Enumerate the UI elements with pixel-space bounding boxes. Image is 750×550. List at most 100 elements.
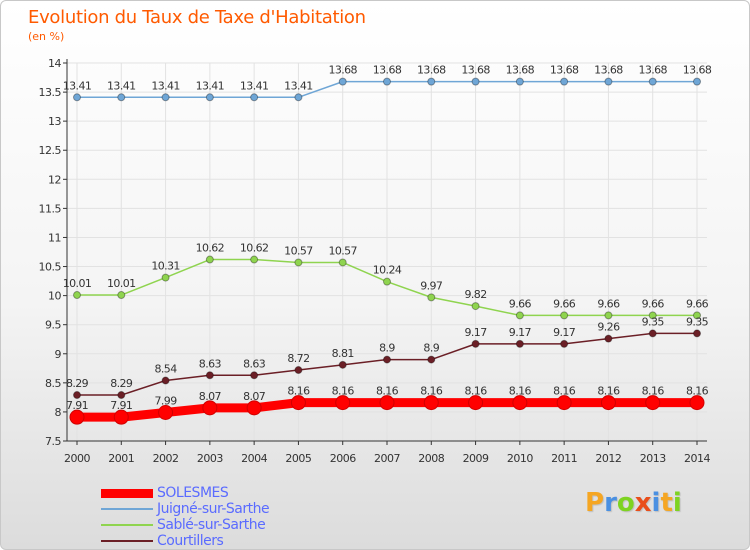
data-label-solesmes: 8.16 bbox=[509, 385, 532, 398]
data-label-courtillers: 8.81 bbox=[332, 347, 354, 360]
data-label-sable-sur-sarthe: 9.66 bbox=[553, 297, 576, 310]
data-label-solesmes: 8.16 bbox=[686, 385, 709, 398]
data-label-sable-sur-sarthe: 10.57 bbox=[284, 244, 313, 257]
data-label-solesmes: 8.07 bbox=[243, 390, 266, 403]
data-point-juigne-sur-sarthe bbox=[250, 93, 259, 102]
logo-letter: x bbox=[634, 488, 652, 518]
data-point-solesmes bbox=[379, 395, 395, 411]
y-tick-label: 14 bbox=[48, 57, 61, 70]
data-point-juigne-sur-sarthe bbox=[427, 77, 436, 86]
data-label-sable-sur-sarthe: 9.82 bbox=[465, 288, 487, 301]
data-label-juigne-sur-sarthe: 13.68 bbox=[417, 64, 446, 77]
data-label-courtillers: 9.26 bbox=[597, 321, 620, 334]
data-label-courtillers: 8.63 bbox=[243, 357, 266, 370]
data-label-juigne-sur-sarthe: 13.41 bbox=[196, 79, 225, 92]
data-label-courtillers: 9.35 bbox=[642, 315, 665, 328]
x-tick-label: 2007 bbox=[374, 452, 400, 465]
data-point-juigne-sur-sarthe bbox=[73, 93, 81, 102]
data-label-sable-sur-sarthe: 10.62 bbox=[196, 242, 225, 255]
data-point-courtillers bbox=[250, 371, 259, 380]
data-label-juigne-sur-sarthe: 13.68 bbox=[461, 64, 490, 77]
data-label-juigne-sur-sarthe: 13.41 bbox=[284, 79, 313, 92]
data-label-solesmes: 8.16 bbox=[332, 385, 355, 398]
data-label-courtillers: 9.35 bbox=[686, 315, 709, 328]
x-tick-label: 2009 bbox=[463, 452, 489, 465]
proxiti-logo: Proxiti bbox=[585, 488, 682, 518]
data-point-courtillers bbox=[383, 355, 391, 364]
legend-swatch bbox=[101, 488, 153, 498]
data-point-sable-sur-sarthe bbox=[604, 311, 613, 320]
data-point-juigne-sur-sarthe bbox=[161, 93, 170, 102]
data-label-solesmes: 7.91 bbox=[110, 399, 132, 412]
data-label-solesmes: 8.16 bbox=[376, 385, 399, 398]
data-point-juigne-sur-sarthe bbox=[338, 77, 347, 86]
data-point-sable-sur-sarthe bbox=[117, 291, 126, 300]
data-label-juigne-sur-sarthe: 13.68 bbox=[594, 64, 623, 77]
data-label-courtillers: 8.9 bbox=[423, 342, 439, 355]
data-label-solesmes: 8.16 bbox=[465, 385, 488, 398]
logo-letter: i bbox=[672, 488, 682, 518]
data-point-sable-sur-sarthe bbox=[515, 311, 524, 320]
data-point-solesmes bbox=[423, 395, 439, 411]
chart-legend: SOLESMES Juigné-sur-Sarthe Sablé-sur-Sarth… bbox=[101, 485, 270, 549]
legend-label: Juigné-sur-Sarthe bbox=[157, 501, 270, 517]
y-tick-label: 11.5 bbox=[39, 202, 62, 215]
data-point-courtillers bbox=[427, 355, 436, 364]
data-label-sable-sur-sarthe: 10.62 bbox=[240, 242, 269, 255]
data-label-sable-sur-sarthe: 9.66 bbox=[686, 297, 709, 310]
data-point-juigne-sur-sarthe bbox=[205, 93, 214, 102]
legend-item-sable-sur-sarthe: Sablé-sur-Sarthe bbox=[101, 517, 269, 533]
y-tick-label: 12.5 bbox=[39, 144, 62, 157]
data-point-sable-sur-sarthe bbox=[471, 302, 480, 311]
data-label-juigne-sur-sarthe: 13.68 bbox=[328, 64, 357, 77]
y-tick-label: 12 bbox=[48, 173, 61, 186]
legend-item-juigne-sur-sarthe: Juigné-sur-Sarthe bbox=[101, 501, 270, 517]
data-point-solesmes bbox=[69, 409, 85, 425]
data-point-juigne-sur-sarthe bbox=[383, 77, 391, 86]
data-point-courtillers bbox=[560, 339, 569, 348]
data-label-sable-sur-sarthe: 10.57 bbox=[328, 244, 357, 257]
y-tick-label: 9 bbox=[55, 348, 62, 361]
data-label-juigne-sur-sarthe: 13.68 bbox=[506, 64, 535, 77]
legend-swatch bbox=[101, 524, 153, 526]
data-point-courtillers bbox=[294, 366, 303, 375]
legend-label: SOLESMES bbox=[157, 485, 229, 501]
x-tick-label: 2014 bbox=[684, 452, 710, 465]
data-label-courtillers: 8.72 bbox=[287, 352, 309, 365]
data-point-solesmes bbox=[512, 395, 528, 411]
y-tick-label: 8.5 bbox=[45, 377, 61, 390]
data-point-solesmes bbox=[246, 400, 262, 416]
data-point-courtillers bbox=[161, 376, 170, 385]
data-point-juigne-sur-sarthe bbox=[294, 93, 303, 102]
legend-swatch bbox=[101, 508, 153, 510]
logo-letter: P bbox=[585, 488, 605, 518]
data-point-juigne-sur-sarthe bbox=[693, 77, 701, 86]
data-label-solesmes: 8.16 bbox=[553, 385, 576, 398]
legend-label: Sablé-sur-Sarthe bbox=[157, 517, 266, 533]
data-label-courtillers: 8.9 bbox=[379, 342, 395, 355]
data-point-solesmes bbox=[689, 395, 705, 411]
y-tick-label: 13.5 bbox=[39, 86, 62, 99]
data-label-sable-sur-sarthe: 10.01 bbox=[107, 277, 136, 290]
y-tick-label: 8 bbox=[55, 406, 62, 419]
data-label-juigne-sur-sarthe: 13.68 bbox=[373, 64, 402, 77]
data-label-solesmes: 8.16 bbox=[287, 385, 310, 398]
y-tick-label: 7.5 bbox=[45, 435, 61, 448]
data-label-courtillers: 9.17 bbox=[553, 326, 576, 339]
data-point-solesmes bbox=[290, 395, 306, 411]
data-point-courtillers bbox=[117, 391, 126, 400]
data-point-juigne-sur-sarthe bbox=[515, 77, 524, 86]
data-point-juigne-sur-sarthe bbox=[117, 93, 126, 102]
data-label-solesmes: 8.16 bbox=[597, 385, 620, 398]
data-point-juigne-sur-sarthe bbox=[560, 77, 569, 86]
data-point-juigne-sur-sarthe bbox=[604, 77, 613, 86]
data-point-courtillers bbox=[604, 334, 613, 343]
data-point-sable-sur-sarthe bbox=[294, 258, 303, 267]
chart-title: Evolution du Taux de Taxe d'Habitation bbox=[28, 7, 366, 28]
data-point-courtillers bbox=[693, 329, 701, 338]
data-label-juigne-sur-sarthe: 13.41 bbox=[63, 79, 92, 92]
y-tick-label: 11 bbox=[48, 231, 61, 244]
data-label-juigne-sur-sarthe: 13.41 bbox=[240, 79, 269, 92]
